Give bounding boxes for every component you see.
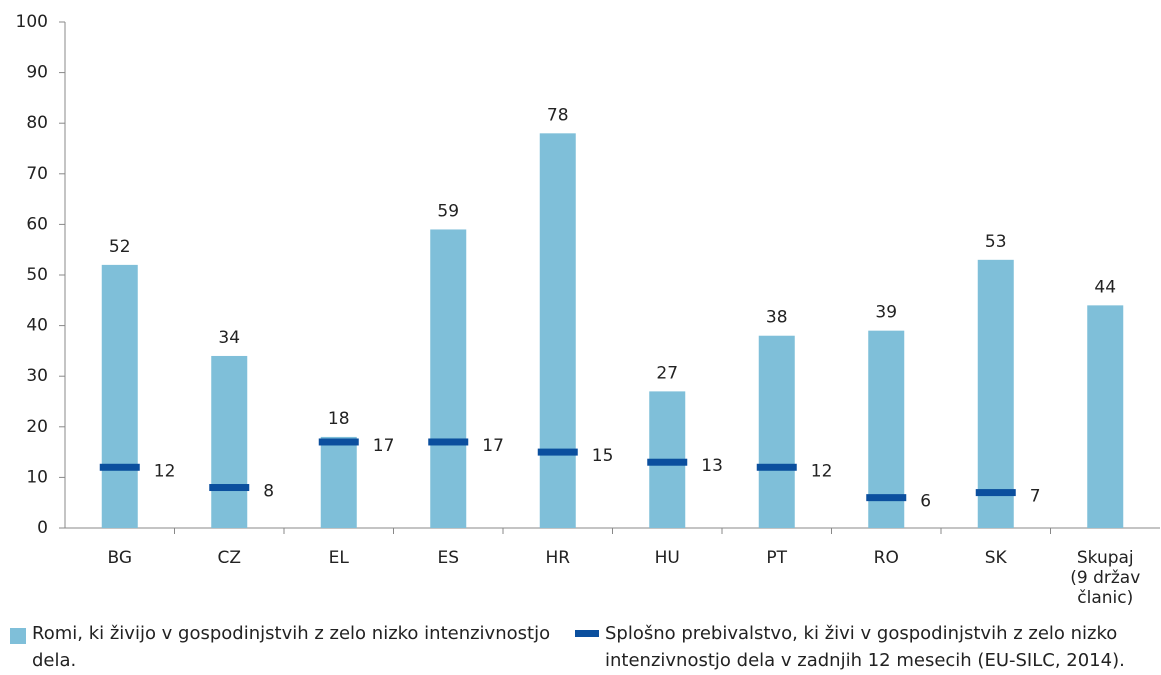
bar [211,355,248,528]
x-tick-label: CZ [217,548,241,568]
data-label: 39 [875,303,897,323]
legend-label: Splošno prebivalstvo, ki živi v gospodin… [605,623,1125,671]
legend-swatch [575,630,599,637]
bar [758,335,795,528]
bar [101,264,138,528]
bar [320,436,357,528]
bar [430,229,467,528]
x-tick-label: SK [985,548,1008,568]
bar [1087,305,1124,528]
x-tick-label: EL [329,548,350,568]
y-tick-label: 90 [26,63,48,83]
data-label: 27 [656,363,678,383]
legend-item: Splošno prebivalstvo, ki živi v gospodin… [575,620,1160,674]
y-tick-label: 50 [26,265,48,285]
y-tick-label: 40 [26,316,48,336]
marker [99,463,140,471]
data-label: 44 [1094,277,1116,297]
data-label: 15 [592,446,614,466]
marker [537,448,578,456]
y-tick-label: 60 [26,214,48,234]
data-label: 59 [437,201,459,221]
chart: 0 10 20 30 40 50 60 70 80 90 100 BG CZ EL ES HR HU PT RO SK… [16,12,1160,608]
data-label: 12 [154,461,176,481]
bar [977,259,1014,528]
y-tick-label: 20 [26,417,48,437]
data-label: 13 [701,456,723,476]
data-label: 7 [1030,487,1041,507]
marker [209,484,250,492]
y-tick-label: 100 [16,12,48,32]
data-label: 17 [373,436,395,456]
marker [647,458,688,466]
data-label: 12 [811,461,833,481]
data-label: 6 [920,492,931,512]
x-tick-label: PT [766,548,787,568]
y-tick-label: 80 [26,113,48,133]
data-label: 38 [766,308,788,328]
x-tick-label: HU [655,548,680,568]
x-tick-label: HR [545,548,570,568]
legend-item: Romi, ki živijo v gospodinjstvih z zelo … [10,620,570,674]
marker [428,438,469,446]
data-label: 78 [547,105,569,125]
data-label: 18 [328,409,350,429]
data-label: 17 [482,436,504,456]
x-tick-label: Skupaj (9 držav članic) [1070,548,1140,608]
bar [539,133,576,528]
y-tick-label: 30 [26,366,48,386]
marker [318,438,359,446]
y-tick-label: 0 [37,518,48,538]
marker [866,494,907,502]
data-label: 8 [263,482,274,502]
marker [975,489,1016,497]
marker [756,463,797,471]
legend-label: Romi, ki živijo v gospodinjstvih z zelo … [32,623,551,671]
x-tick-label: RO [874,548,899,568]
legend-swatch [10,628,26,644]
data-label: 53 [985,232,1007,252]
y-tick-label: 10 [26,467,48,487]
y-tick-label: 70 [26,164,48,184]
data-label: 52 [109,237,131,257]
x-tick-label: ES [437,548,459,568]
data-label: 34 [218,328,240,348]
x-tick-label: BG [107,548,132,568]
